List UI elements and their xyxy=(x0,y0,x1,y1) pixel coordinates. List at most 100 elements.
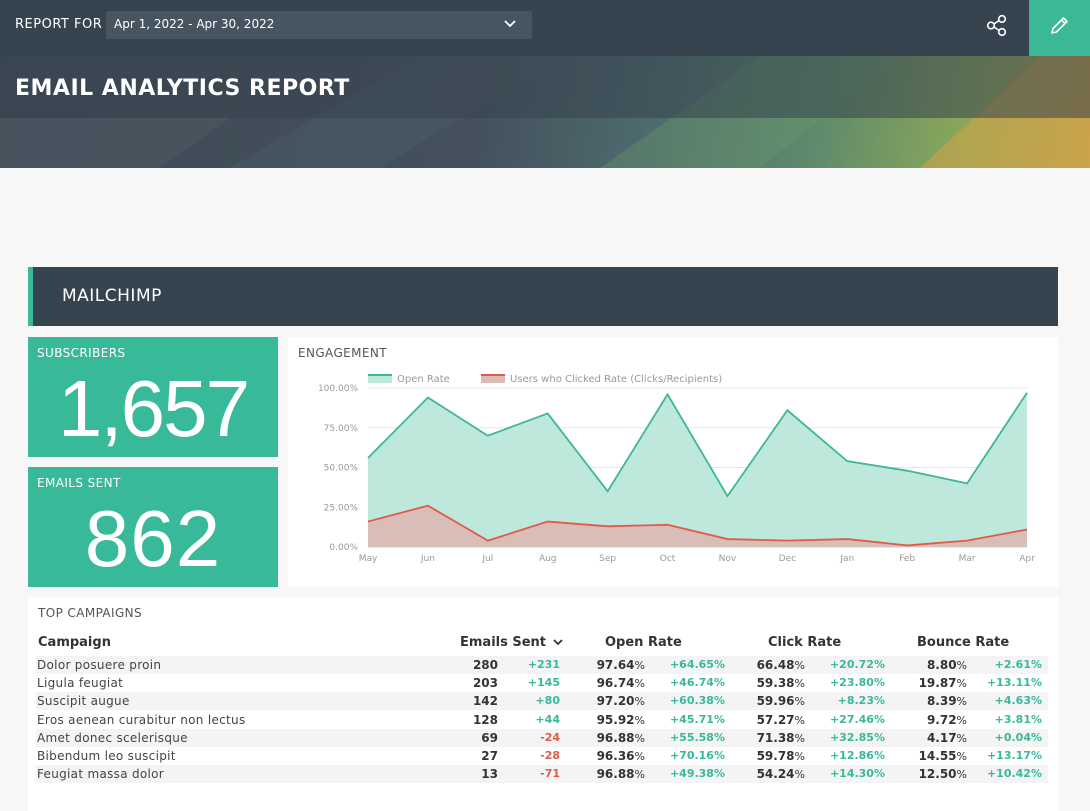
percent-sign: % xyxy=(956,659,967,672)
bounce-number: 8.80 xyxy=(926,658,957,672)
series-line xyxy=(367,392,1028,498)
series-area xyxy=(368,392,1027,547)
section-header-mailchimp: MAILCHIMP xyxy=(28,267,1058,326)
percent-sign: % xyxy=(634,731,645,745)
share-icon xyxy=(986,14,1007,37)
x-tick-label: Jun xyxy=(420,554,435,564)
percent-sign: % xyxy=(634,677,645,691)
bounce-d-delta: +13.17% xyxy=(986,749,1042,762)
y-tick-label: 75.00% xyxy=(324,424,359,434)
campaign-name: Dolor posuere proin xyxy=(37,658,162,672)
bounce-d-delta: +0.04% xyxy=(994,730,1042,744)
y-tick-label: 0.00% xyxy=(329,543,358,553)
bounce-d-delta: +13.11% xyxy=(986,676,1042,690)
click-number: 59.96 xyxy=(756,694,795,709)
click-d-delta: +20.72% xyxy=(829,658,885,671)
column-header-campaign[interactable]: Campaign xyxy=(38,635,111,650)
open-value: 96.74% xyxy=(597,676,645,690)
click-d-delta: +8.23% xyxy=(837,694,885,708)
x-tick-label: Jan xyxy=(839,554,854,564)
x-tick-label: Mar xyxy=(959,554,976,564)
campaign-name: Ligula feugiat xyxy=(37,676,124,691)
x-tick-label: Sep xyxy=(599,554,616,564)
click-number: 57.27 xyxy=(756,712,795,727)
percent-sign: % xyxy=(956,731,967,745)
sent-value: 69 xyxy=(481,730,498,745)
click-d-delta: +32.85% xyxy=(829,730,885,744)
table-row[interactable]: Amet donec scelerisque 69 -24 96.88% +55.58%… xyxy=(36,728,1048,747)
open-number: 96.88 xyxy=(596,767,635,782)
bounce-number: 4.17 xyxy=(926,730,957,745)
click-d-delta: +27.46% xyxy=(829,712,885,726)
bounce-value: 8.39% xyxy=(927,694,967,708)
report-header: REPORT FOR Apr 1, 2022 - Apr 30, 2022 EM… xyxy=(0,0,1090,168)
table-row[interactable]: Feugiat massa dolor 13 -71 96.88% +49.38% 54.… xyxy=(36,765,1048,784)
sent-value: 27 xyxy=(481,749,498,763)
table-row[interactable]: Eros aenean curabitur non lectus 128 +44 95… xyxy=(36,711,1048,729)
top-campaigns-card: TOP CAMPAIGNS Campaign Emails Sent Open … xyxy=(28,597,1058,811)
open-value: 95.92% xyxy=(597,713,645,727)
click-value: 71.38% xyxy=(757,731,805,745)
bounce-number: 12.50 xyxy=(918,767,957,782)
sent-value: 13 xyxy=(481,767,498,782)
emails-sent-tile: EMAILS SENT 862 xyxy=(28,467,278,587)
sent-d-delta: -28 xyxy=(540,749,560,762)
bounce-value: 19.87% xyxy=(919,676,967,690)
bounce-d-delta: +10.42% xyxy=(986,767,1042,781)
click-value: 59.78% xyxy=(757,749,805,763)
date-range-select[interactable]: Apr 1, 2022 - Apr 30, 2022 xyxy=(106,11,532,39)
click-number: 71.38 xyxy=(756,730,795,745)
percent-sign: % xyxy=(794,677,805,691)
bounce-number: 9.72 xyxy=(926,712,957,727)
page-title: EMAIL ANALYTICS REPORT xyxy=(15,76,350,101)
table-row[interactable]: Dolor posuere proin 280 +231 97.64% +64.65% 6… xyxy=(36,656,1048,674)
title-band xyxy=(0,56,1090,118)
click-d-delta: +14.30% xyxy=(829,767,885,781)
click-number: 59.38 xyxy=(756,676,795,691)
bounce-value: 4.17% xyxy=(927,731,967,745)
open-d-delta: +70.16% xyxy=(669,749,725,762)
column-header-emails-sent[interactable]: Emails Sent xyxy=(460,635,563,650)
open-number: 97.64 xyxy=(596,658,635,672)
legend-label: Users who Clicked Rate (Clicks/Recipient… xyxy=(510,374,722,385)
percent-sign: % xyxy=(794,659,805,672)
open-number: 95.92 xyxy=(596,712,635,727)
click-value: 59.96% xyxy=(757,694,805,708)
bounce-d-delta: +4.63% xyxy=(994,694,1042,708)
column-header-open-rate[interactable]: Open Rate xyxy=(605,635,682,650)
sent-value: 142 xyxy=(472,694,498,709)
table-row[interactable]: Suscipit augue 142 +80 97.20% +60.38% 59.96% +… xyxy=(36,692,1048,711)
column-header-click-rate[interactable]: Click Rate xyxy=(768,635,842,650)
bounce-number: 19.87 xyxy=(918,676,957,691)
edit-button[interactable] xyxy=(1029,0,1090,56)
top-campaigns-title: TOP CAMPAIGNS xyxy=(38,606,143,620)
subscribers-tile: SUBSCRIBERS 1,657 xyxy=(28,337,278,457)
sent-value: 203 xyxy=(472,676,498,691)
campaign-name: Suscipit augue xyxy=(37,694,130,709)
click-value: 57.27% xyxy=(757,713,805,727)
x-tick-label: Feb xyxy=(899,554,915,564)
percent-sign: % xyxy=(956,713,967,727)
table-row[interactable]: Ligula feugiat 203 +145 96.74% +46.74% 59.38%… xyxy=(36,674,1048,692)
sent-d-delta: -71 xyxy=(540,767,560,781)
table-row[interactable]: Bibendum leo suscipit 27 -28 96.36% +70.16% 5… xyxy=(36,747,1048,765)
percent-sign: % xyxy=(794,731,805,745)
click-number: 66.48 xyxy=(756,658,795,672)
percent-sign: % xyxy=(634,713,645,727)
engagement-title: ENGAGEMENT xyxy=(298,346,387,360)
x-tick-label: Oct xyxy=(660,554,676,564)
percent-sign: % xyxy=(634,659,645,672)
x-tick-label: Apr xyxy=(1019,554,1035,564)
subscribers-value: 1,657 xyxy=(57,364,250,453)
emails-sent-label: EMAILS SENT xyxy=(37,476,121,490)
legend-swatch xyxy=(481,375,505,383)
column-header-bounce-rate[interactable]: Bounce Rate xyxy=(917,635,1010,650)
percent-sign: % xyxy=(634,750,645,763)
report-for-label: REPORT FOR xyxy=(15,17,103,32)
x-tick-label: Jul xyxy=(481,554,493,564)
bounce-value: 14.55% xyxy=(919,749,967,763)
engagement-chart-card: ENGAGEMENT 100.00% 75.00% 50.00% 25.00% 0.00… xyxy=(288,337,1058,587)
subscribers-label: SUBSCRIBERS xyxy=(37,346,126,360)
click-d-delta: +23.80% xyxy=(829,676,885,690)
share-button[interactable] xyxy=(984,13,1010,39)
